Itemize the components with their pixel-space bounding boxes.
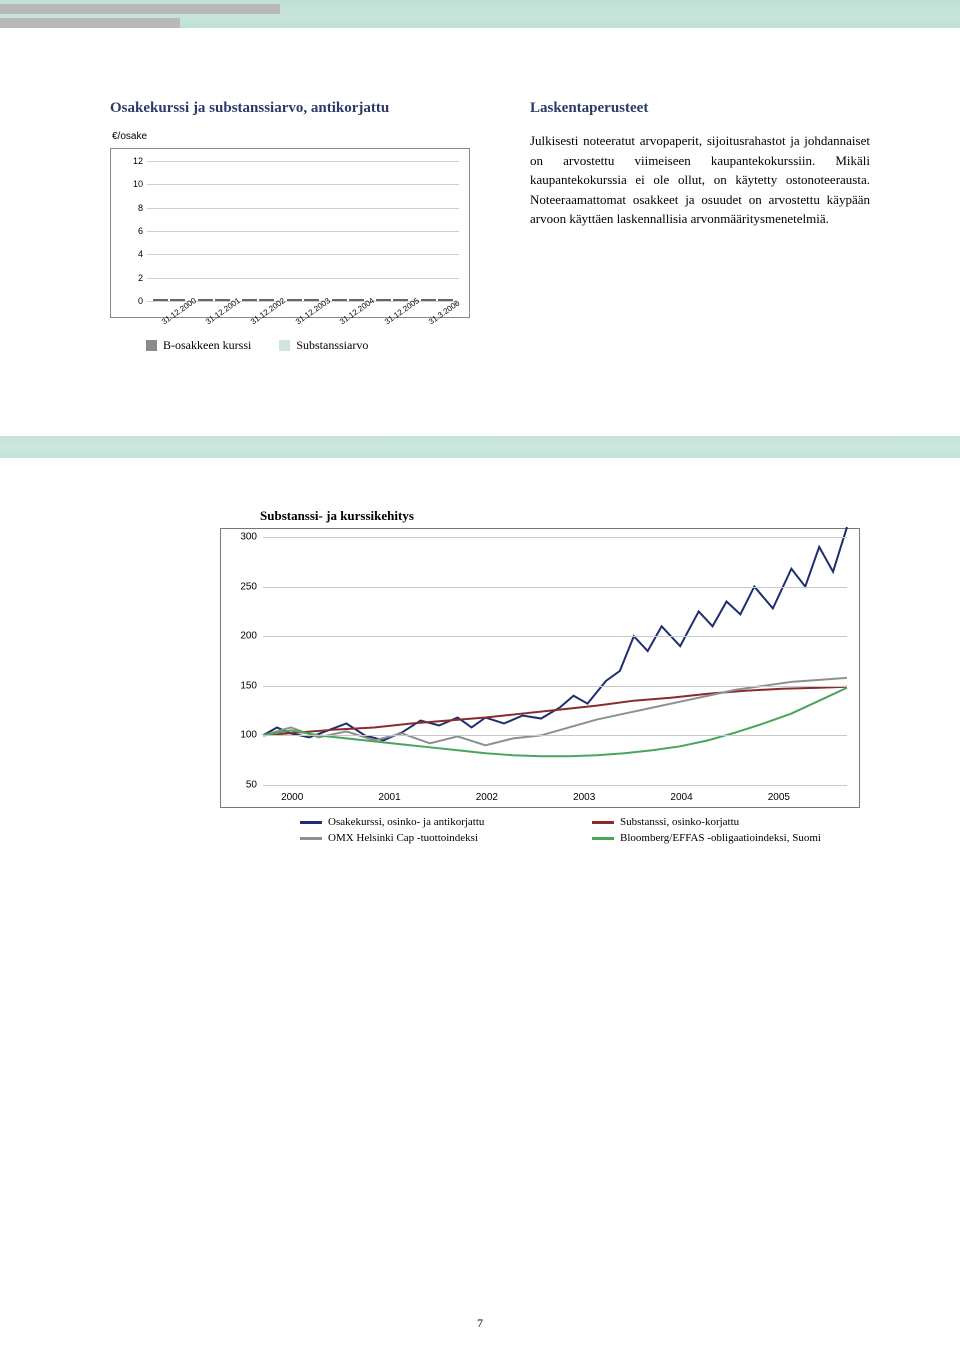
y-tick-label: 50 (229, 780, 257, 791)
y-tick-label: 2 (123, 273, 143, 283)
legend-label: Bloomberg/EFFAS -obligaatioindeksi, Suom… (620, 832, 821, 844)
x-tick-label: 2003 (573, 792, 595, 803)
legend-swatch (146, 340, 157, 351)
bar-legend: B-osakkeen kurssi Substanssiarvo (146, 338, 490, 353)
y-tick-label: 10 (123, 179, 143, 189)
bar (421, 299, 436, 301)
bar (242, 299, 257, 301)
legend-item: Osakekurssi, osinko- ja antikorjattu (300, 816, 568, 828)
line-svg (263, 537, 847, 785)
legend-label: Substanssi, osinko-korjattu (620, 816, 739, 828)
legend-item: OMX Helsinki Cap -tuottoindeksi (300, 832, 568, 844)
series-line (263, 527, 847, 740)
bar-x-labels: 31.12.200031.12.200131.12.200231.12.2003… (147, 303, 459, 323)
bar-groups (147, 161, 459, 301)
x-tick-label: 2004 (670, 792, 692, 803)
bar-plot-area: 024681012 (147, 161, 459, 301)
bar (287, 299, 302, 301)
bar-y-axis-label: €/osake (112, 131, 490, 142)
series-line (263, 688, 847, 756)
x-tick-label: 2005 (768, 792, 790, 803)
grid-line (263, 686, 847, 687)
legend-item: Substanssiarvo (279, 338, 368, 353)
grid-line (263, 735, 847, 736)
page-header-stripe (0, 0, 960, 28)
legend-item: Substanssi, osinko-korjattu (592, 816, 860, 828)
line-legend: Osakekurssi, osinko- ja antikorjattu Subs… (300, 816, 860, 844)
bar (153, 299, 168, 301)
legend-swatch (279, 340, 290, 351)
bar (393, 299, 408, 301)
bar-group (242, 299, 274, 301)
right-heading: Laskentaperusteet (530, 100, 870, 117)
x-tick-label: 2000 (281, 792, 303, 803)
x-tick-label: 31.3.2006 (427, 299, 461, 327)
legend-label: Substanssiarvo (296, 338, 368, 353)
bar (215, 299, 230, 301)
bar (332, 299, 347, 301)
y-tick-label: 12 (123, 156, 143, 166)
content-area: Osakekurssi ja substanssiarvo, antikorja… (0, 100, 960, 353)
legend-item: Bloomberg/EFFAS -obligaatioindeksi, Suom… (592, 832, 860, 844)
bar (304, 299, 319, 301)
grid-line (263, 785, 847, 786)
bar-chart: 024681012 31.12.200031.12.200131.12.2002… (110, 148, 470, 318)
bar-group (198, 299, 230, 301)
line-chart-section: Substanssi- ja kurssikehitys 50 100 150 200… (220, 508, 860, 844)
line-chart-title: Substanssi- ja kurssikehitys (260, 508, 860, 524)
header-grey-bar-1 (0, 4, 280, 14)
bar (259, 299, 274, 301)
y-tick-label: 0 (123, 296, 143, 306)
legend-swatch (592, 837, 614, 840)
y-tick-label: 8 (123, 203, 143, 213)
y-tick-label: 100 (229, 730, 257, 741)
right-column: Laskentaperusteet Julkisesti noteeratut … (530, 100, 870, 353)
legend-label: Osakekurssi, osinko- ja antikorjattu (328, 816, 484, 828)
line-chart: 50 100 150 200 250 300 2000 2001 2002 2003 2004 200… (220, 528, 860, 808)
bar-group (287, 299, 319, 301)
mid-page-stripe (0, 436, 960, 458)
legend-label: B-osakkeen kurssi (163, 338, 251, 353)
bar-group (421, 299, 453, 301)
y-tick-label: 150 (229, 680, 257, 691)
page-number: 7 (0, 1316, 960, 1331)
legend-swatch (300, 821, 322, 824)
left-column: Osakekurssi ja substanssiarvo, antikorja… (110, 100, 490, 353)
x-tick-label: 2002 (476, 792, 498, 803)
grid-line (263, 537, 847, 538)
legend-label: OMX Helsinki Cap -tuottoindeksi (328, 832, 478, 844)
bar (376, 299, 391, 301)
grid-line (263, 636, 847, 637)
bar-group (332, 299, 364, 301)
left-heading: Osakekurssi ja substanssiarvo, antikorja… (110, 100, 490, 117)
bar (438, 299, 453, 301)
x-tick-label: 2001 (378, 792, 400, 803)
y-tick-label: 250 (229, 581, 257, 592)
line-plot-area: 5010015020025030020002001200220032004200… (263, 537, 847, 785)
series-line (263, 687, 847, 736)
bar (349, 299, 364, 301)
legend-swatch (592, 821, 614, 824)
bar-group (153, 299, 185, 301)
two-column-row: Osakekurssi ja substanssiarvo, antikorja… (110, 100, 870, 353)
y-tick-label: 4 (123, 249, 143, 259)
bar-group (376, 299, 408, 301)
bar (170, 299, 185, 301)
legend-swatch (300, 837, 322, 840)
legend-item: B-osakkeen kurssi (146, 338, 251, 353)
y-tick-label: 6 (123, 226, 143, 236)
grid-line (263, 587, 847, 588)
y-tick-label: 300 (229, 532, 257, 543)
bar (198, 299, 213, 301)
right-body-text: Julkisesti noteeratut arvopaperit, sijoi… (530, 131, 870, 229)
y-tick-label: 200 (229, 631, 257, 642)
header-grey-bar-2 (0, 18, 180, 28)
